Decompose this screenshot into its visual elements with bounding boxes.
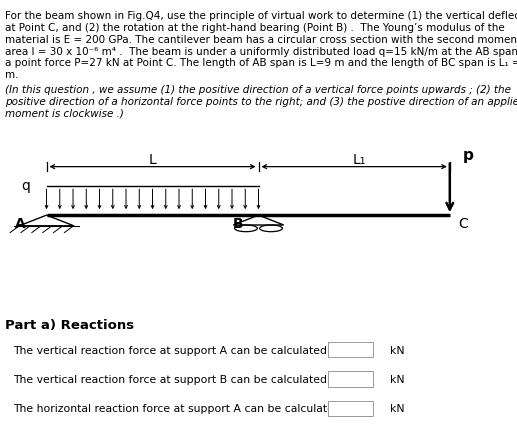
Text: kN: kN: [390, 403, 405, 413]
Text: The horizontal reaction force at support A can be calculated as: The horizontal reaction force at support…: [13, 403, 357, 413]
Bar: [328, 401, 373, 416]
Text: C: C: [458, 216, 467, 230]
Text: at Point C, and (2) the rotation at the right-hand bearing (Point B) .  The Youn: at Point C, and (2) the rotation at the …: [5, 23, 505, 32]
Text: Part a) Reactions: Part a) Reactions: [5, 318, 134, 331]
Text: B: B: [233, 216, 243, 230]
Text: m.: m.: [5, 70, 19, 80]
Text: area I = 30 x 10⁻⁶ m⁴ .  The beam is under a uniformly distributed load q=15 kN/: area I = 30 x 10⁻⁶ m⁴ . The beam is unde…: [5, 46, 517, 56]
Text: q: q: [21, 178, 31, 193]
Text: The vertical reaction force at support A can be calculated as: The vertical reaction force at support A…: [13, 345, 343, 355]
Text: a point force P=27 kN at Point C. The length of AB span is L=9 m and the length : a point force P=27 kN at Point C. The le…: [5, 58, 517, 68]
Text: material is E = 200 GPa. The cantilever beam has a circular cross section with t: material is E = 200 GPa. The cantilever …: [5, 35, 517, 44]
Text: L: L: [149, 153, 156, 167]
Text: kN: kN: [390, 345, 405, 355]
Bar: [328, 371, 373, 387]
Text: A: A: [16, 216, 26, 230]
Bar: [328, 342, 373, 357]
Text: p: p: [463, 148, 474, 163]
Text: kN: kN: [390, 374, 405, 384]
Text: (In this question , we assume (1) the positive direction of a vertical force poi: (In this question , we assume (1) the po…: [5, 84, 511, 94]
Text: For the beam shown in Fig.Q4, use the principle of virtual work to determine (1): For the beam shown in Fig.Q4, use the pr…: [5, 11, 517, 20]
Text: positive direction of a horizontal force points to the right; and (3) the postiv: positive direction of a horizontal force…: [5, 96, 517, 106]
Text: moment is clockwise .): moment is clockwise .): [5, 108, 124, 118]
Text: The vertical reaction force at support B can be calculated as: The vertical reaction force at support B…: [13, 374, 343, 384]
Text: L₁: L₁: [353, 153, 366, 167]
